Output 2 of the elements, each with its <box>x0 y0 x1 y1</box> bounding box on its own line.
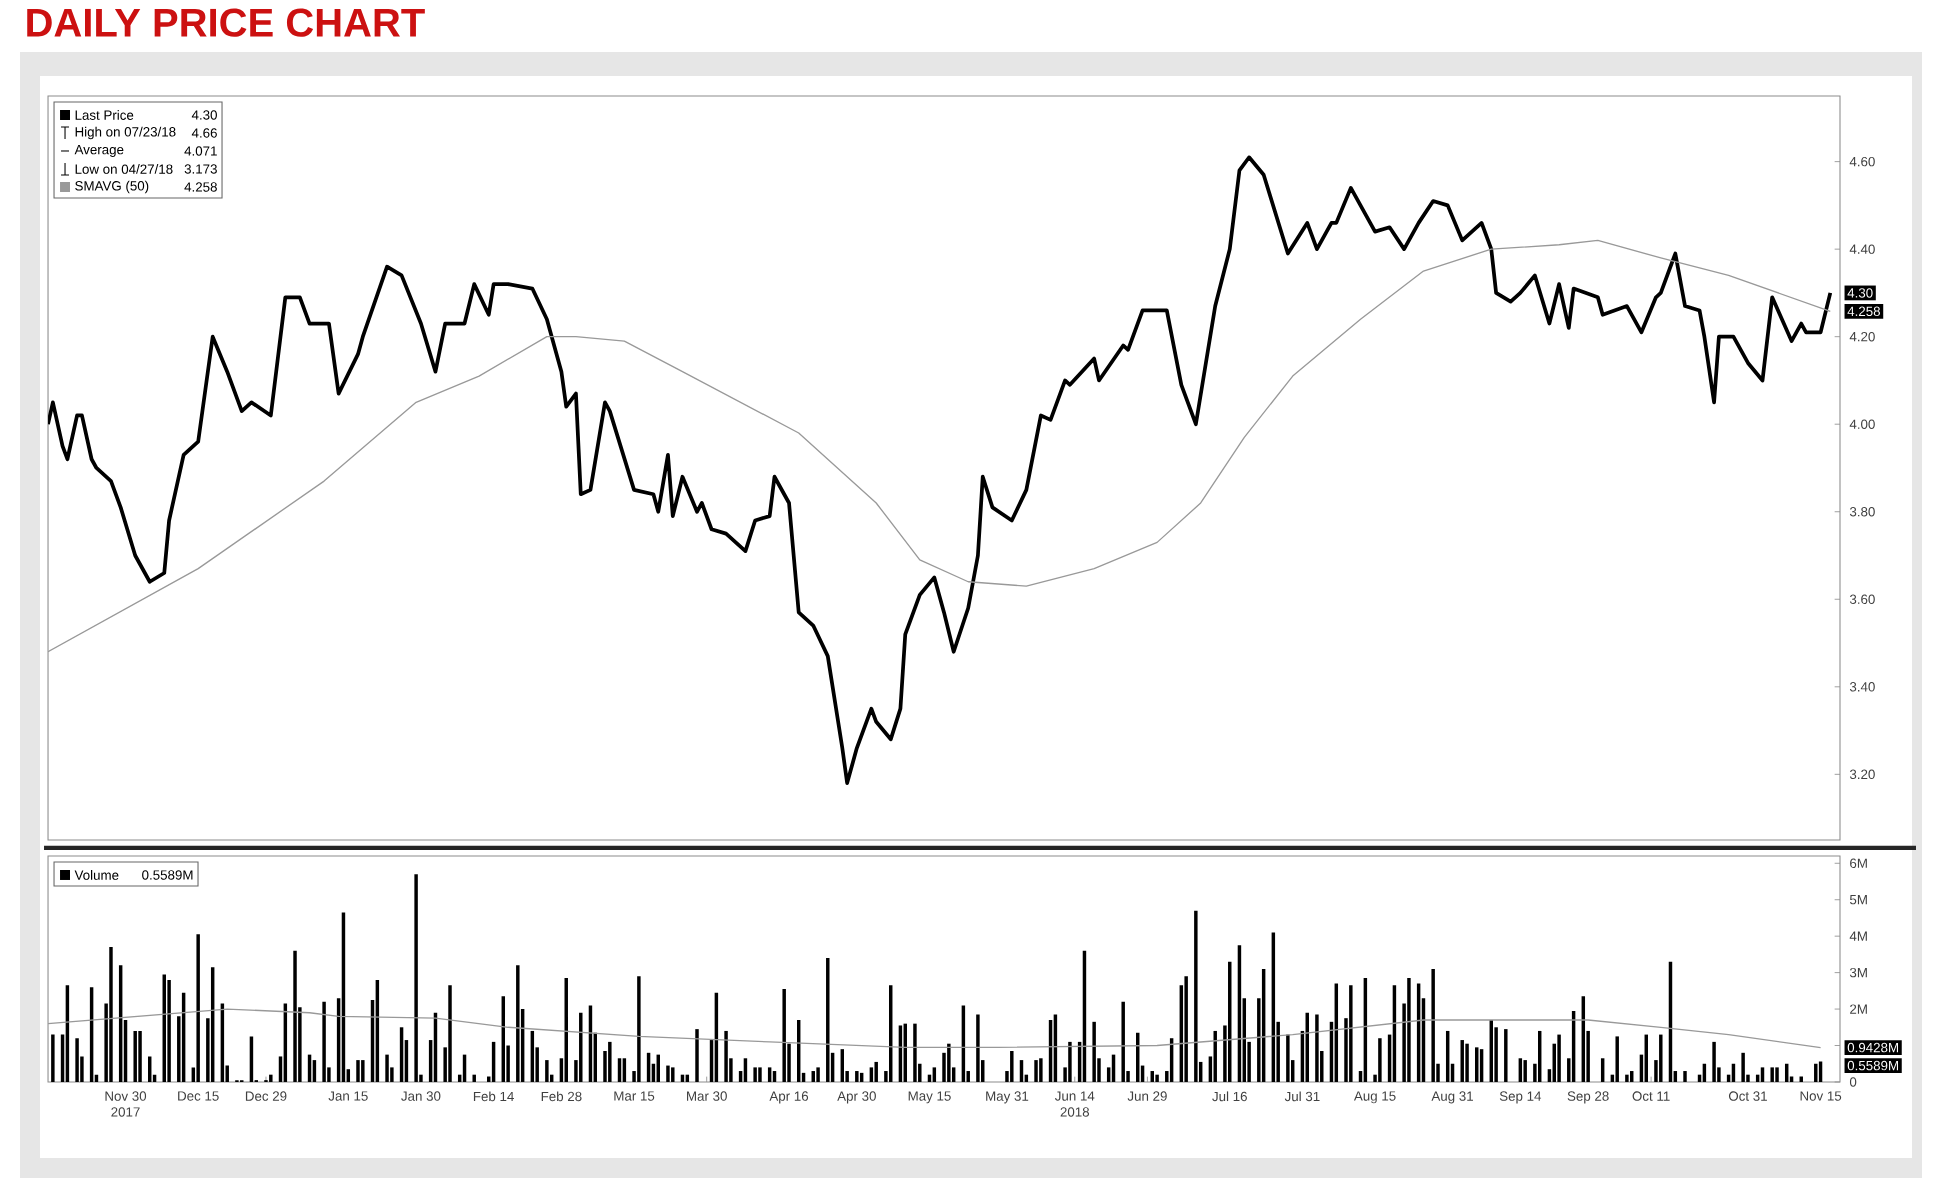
line-series <box>48 155 1833 785</box>
chart-title: DAILY PRICE CHART <box>27 8 425 37</box>
